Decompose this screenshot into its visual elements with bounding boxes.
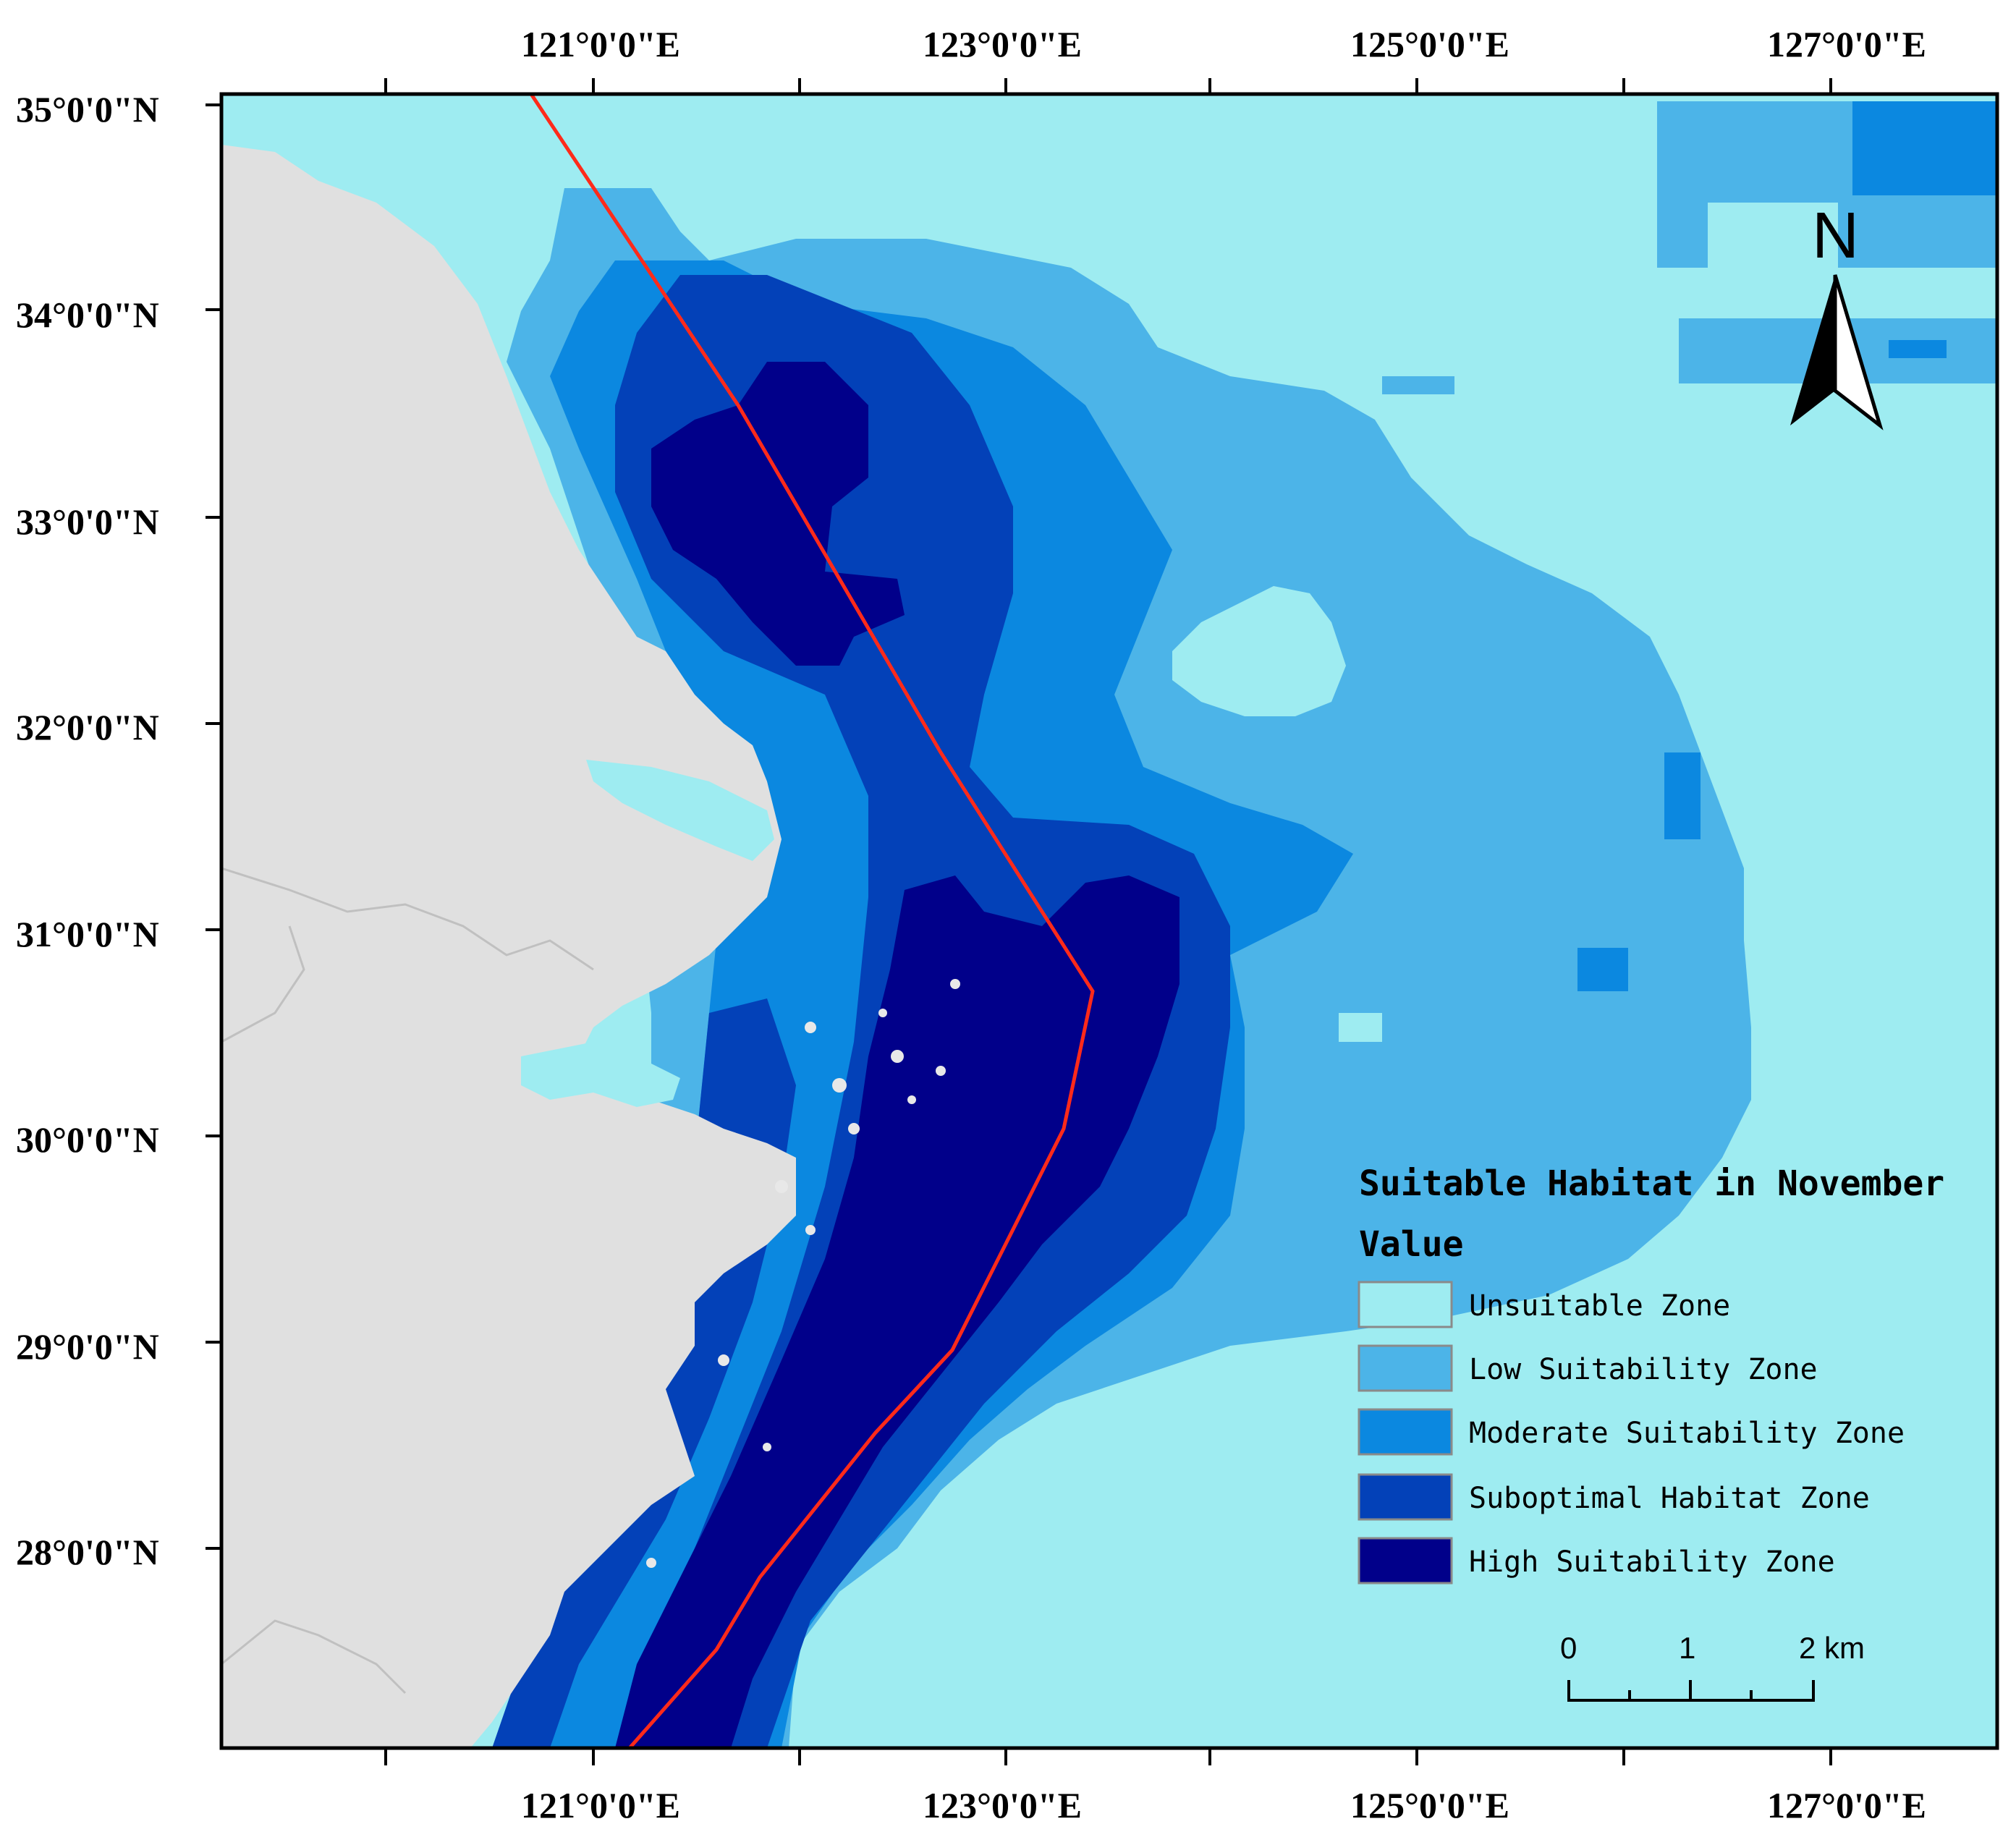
legend-label-low: Low Suitability Zone [1469,1353,1818,1386]
legend-item-suboptimal: Suboptimal Habitat Zone [1358,1473,1870,1521]
top-ticks [384,78,1832,94]
legend-title: Suitable Habitat in November [1359,1163,1944,1204]
north-label: N [1812,200,1859,272]
legend-swatch-moderate [1358,1408,1453,1456]
legend-label-suboptimal: Suboptimal Habitat Zone [1469,1482,1870,1515]
legend-item-moderate: Moderate Suitability Zone [1358,1408,1905,1456]
scale-label-2: 2 km [1799,1631,1865,1665]
zone-moderate-ne [1852,101,1997,195]
zone-unsuitable-patch [1172,586,1346,716]
land-mainland [221,145,796,1748]
legend-swatch-unsuitable [1358,1281,1453,1328]
province-boundary-2 [221,925,305,1043]
province-boundary-1 [221,867,594,971]
legend: Suitable Habitat in November Value Unsui… [1358,1163,1944,1585]
scale-bar: 0 1 2 km [1560,1631,1865,1702]
lon-label-top-125: 125°0'0"E [1350,24,1509,64]
zone-unsuitable-patch2 [1339,1013,1382,1042]
scale-label-0: 0 [1560,1631,1577,1665]
legend-swatch-low [1358,1344,1453,1392]
estuary-yangtze [586,760,774,861]
legend-label-high: High Suitability Zone [1469,1545,1835,1579]
boundary-line [529,94,1095,1748]
zone-low-patch [1382,376,1454,394]
bottom-ticks [384,1748,1832,1765]
lat-label-28: 28°0'0"N [16,1532,159,1572]
lon-label-top-127: 127°0'0"E [1767,24,1926,64]
zone-unsuitable-ne [1708,203,1838,318]
lat-label-32: 32°0'0"N [16,707,159,747]
legend-label-unsuitable: Unsuitable Zone [1469,1289,1730,1323]
lon-label-bottom-125: 125°0'0"E [1350,1785,1509,1825]
scale-label-1: 1 [1679,1631,1695,1665]
lat-label-35: 35°0'0"N [16,89,159,130]
zone-moderate-patch3 [1889,340,1947,358]
lon-label-top-121: 121°0'0"E [521,24,680,64]
zone-high-south [615,875,1179,1748]
lat-label-29: 29°0'0"N [16,1326,159,1367]
legend-item-high: High Suitability Zone [1358,1537,1835,1585]
legend-item-unsuitable: Unsuitable Zone [1358,1281,1730,1328]
lon-label-bottom-123: 123°0'0"E [923,1785,1082,1825]
lon-label-bottom-127: 127°0'0"E [1767,1785,1926,1825]
map-content [221,94,1997,1748]
legend-item-low: Low Suitability Zone [1358,1344,1818,1392]
left-ticks [206,103,221,1550]
map-frame [219,92,1999,1750]
legend-swatch-high [1358,1537,1453,1585]
lat-label-33: 33°0'0"N [16,501,159,542]
province-boundary-3 [221,1619,407,1695]
estuary-hangzhou-bay [521,1042,680,1107]
zone-moderate-patch [1664,752,1701,839]
legend-swatch-suboptimal [1358,1473,1453,1521]
coastal-islands [646,979,960,1568]
lon-label-top-123: 123°0'0"E [923,24,1082,64]
legend-subtitle: Value [1359,1224,1464,1265]
lon-label-bottom-121: 121°0'0"E [521,1785,680,1825]
lat-label-30: 30°0'0"N [16,1119,159,1160]
zone-high-north [651,362,905,666]
lat-label-34: 34°0'0"N [16,294,159,335]
zone-moderate-patch2 [1577,948,1628,991]
north-arrow: N [1790,200,1884,430]
lat-label-31: 31°0'0"N [16,914,159,954]
legend-label-moderate: Moderate Suitability Zone [1469,1417,1905,1450]
north-arrow-icon [1790,274,1884,430]
